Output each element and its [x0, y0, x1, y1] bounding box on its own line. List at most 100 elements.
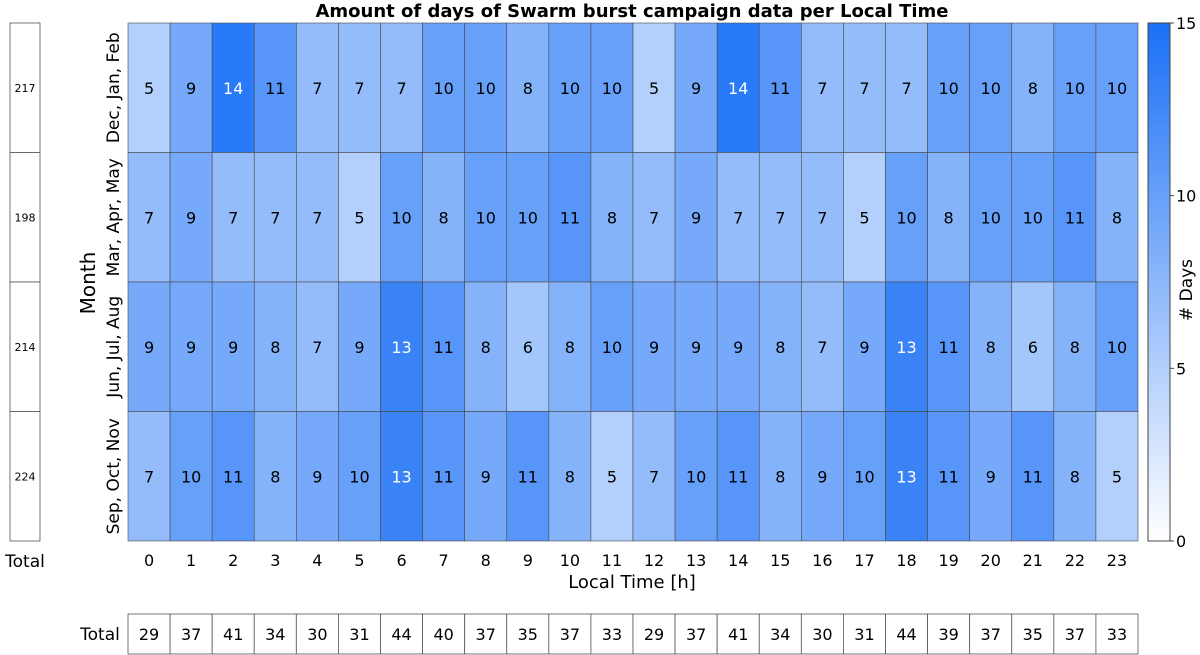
cell-value-label: 14 — [728, 79, 748, 98]
cell-value-label: 9 — [691, 338, 701, 357]
col-total-cell — [1011, 613, 1055, 655]
col-total-value: 37 — [1065, 625, 1085, 644]
col-total-cell — [885, 613, 928, 655]
cell-value-label: 8 — [775, 338, 785, 357]
heatmap-cell — [253, 411, 297, 542]
cell-value-label: 10 — [602, 338, 622, 357]
cell-value-label: 10 — [896, 208, 916, 227]
heatmap-cell — [127, 22, 171, 153]
col-total-cell — [843, 613, 886, 655]
heatmap-cell — [127, 152, 171, 283]
cell-value-label: 7 — [312, 338, 322, 357]
row-total-cell — [9, 22, 41, 153]
cell-value-label: 9 — [986, 467, 996, 486]
cell-value-label: 7 — [396, 79, 406, 98]
heatmap-cell — [590, 22, 634, 153]
heatmap-cell — [716, 411, 760, 542]
cell-value-label: 7 — [228, 208, 238, 227]
cell-value-label: 11 — [938, 467, 958, 486]
heatmap-cell — [590, 152, 634, 283]
x-tick-label: 6 — [396, 551, 406, 570]
heatmap-cell — [506, 411, 550, 542]
x-axis-label: Local Time [h] — [568, 572, 696, 593]
cell-value-label: 10 — [476, 208, 496, 227]
col-total-value: 33 — [602, 625, 622, 644]
cell-value-label: 9 — [481, 467, 491, 486]
x-tick-label: 22 — [1065, 551, 1085, 570]
col-total-cell — [758, 613, 802, 655]
colorbar-tick-label: 15 — [1176, 14, 1196, 33]
cell-value-label: 6 — [1028, 338, 1038, 357]
heatmap-cell — [169, 281, 213, 412]
cell-value-label: 10 — [476, 79, 496, 98]
cell-value-label: 9 — [186, 208, 196, 227]
cell-value-label: 11 — [433, 338, 453, 357]
cell-value-label: 10 — [181, 467, 201, 486]
heatmap-cell — [843, 22, 886, 153]
x-tick-label: 23 — [1107, 551, 1127, 570]
col-total-cell — [1095, 613, 1139, 655]
row-total-cell — [9, 281, 41, 412]
cell-value-label: 8 — [481, 338, 491, 357]
col-total-value: 31 — [349, 625, 369, 644]
cell-value-label: 9 — [817, 467, 827, 486]
heatmap-cell — [296, 281, 339, 412]
colorbar-tick-label: 0 — [1176, 532, 1186, 551]
cell-value-label: 8 — [1112, 208, 1122, 227]
row-total-cell — [9, 152, 41, 283]
cell-value-label: 7 — [354, 79, 364, 98]
col-total-value: 29 — [644, 625, 664, 644]
col-total-value: 41 — [223, 625, 243, 644]
cell-value-label: 8 — [1070, 338, 1080, 357]
heatmap-cell — [422, 281, 465, 412]
cell-value-label: 8 — [565, 467, 575, 486]
cell-value-label: 5 — [607, 467, 617, 486]
heatmap-cell — [169, 411, 213, 542]
heatmap-cell — [211, 411, 255, 542]
heatmap-cell — [885, 411, 928, 542]
x-tick-label: 14 — [728, 551, 748, 570]
x-tick-label: 7 — [439, 551, 449, 570]
heatmap-cell — [632, 411, 676, 542]
cell-value-label: 7 — [649, 467, 659, 486]
row-label: Sep, Oct, Nov — [104, 418, 124, 534]
col-total-cell — [253, 613, 297, 655]
heatmap-cell — [1053, 411, 1097, 542]
heatmap-cell — [716, 22, 760, 153]
col-total-value: 37 — [686, 625, 706, 644]
cell-value-label: 8 — [439, 208, 449, 227]
heatmap-cell — [127, 281, 171, 412]
row-label: Dec, Jan, Feb — [104, 32, 124, 143]
cell-value-label: 9 — [354, 338, 364, 357]
heatmap-cell — [1053, 152, 1097, 283]
heatmap-cell — [169, 22, 213, 153]
cell-value-label: 11 — [223, 467, 243, 486]
cell-value-label: 8 — [523, 79, 533, 98]
cell-value-label: 10 — [938, 79, 958, 98]
cell-value-label: 10 — [518, 208, 538, 227]
col-total-value: 37 — [560, 625, 580, 644]
cell-value-label: 10 — [1023, 208, 1043, 227]
heatmap-cell — [969, 281, 1013, 412]
heatmap-cell — [674, 152, 718, 283]
heatmap-cell — [1011, 281, 1055, 412]
cell-value-label: 5 — [1112, 467, 1122, 486]
cell-value-label: 9 — [186, 79, 196, 98]
heatmap-cell — [1011, 22, 1055, 153]
row-label: Jun, Jul, Aug — [104, 296, 124, 399]
x-tick-label: 0 — [144, 551, 154, 570]
col-total-cell — [632, 613, 676, 655]
heatmap-cell — [590, 411, 634, 542]
cell-value-label: 8 — [1028, 79, 1038, 98]
x-tick-label: 13 — [686, 551, 706, 570]
cell-value-label: 9 — [691, 208, 701, 227]
cell-value-label: 11 — [560, 208, 580, 227]
col-total-cell — [590, 613, 634, 655]
row-total-value: 217 — [15, 82, 36, 95]
cell-value-label: 8 — [1070, 467, 1080, 486]
row-label: Mar, Apr, May — [104, 158, 124, 276]
cell-value-label: 9 — [144, 338, 154, 357]
col-total-cell — [927, 613, 971, 655]
heatmap-cell — [927, 411, 970, 542]
cell-value-label: 7 — [270, 208, 280, 227]
